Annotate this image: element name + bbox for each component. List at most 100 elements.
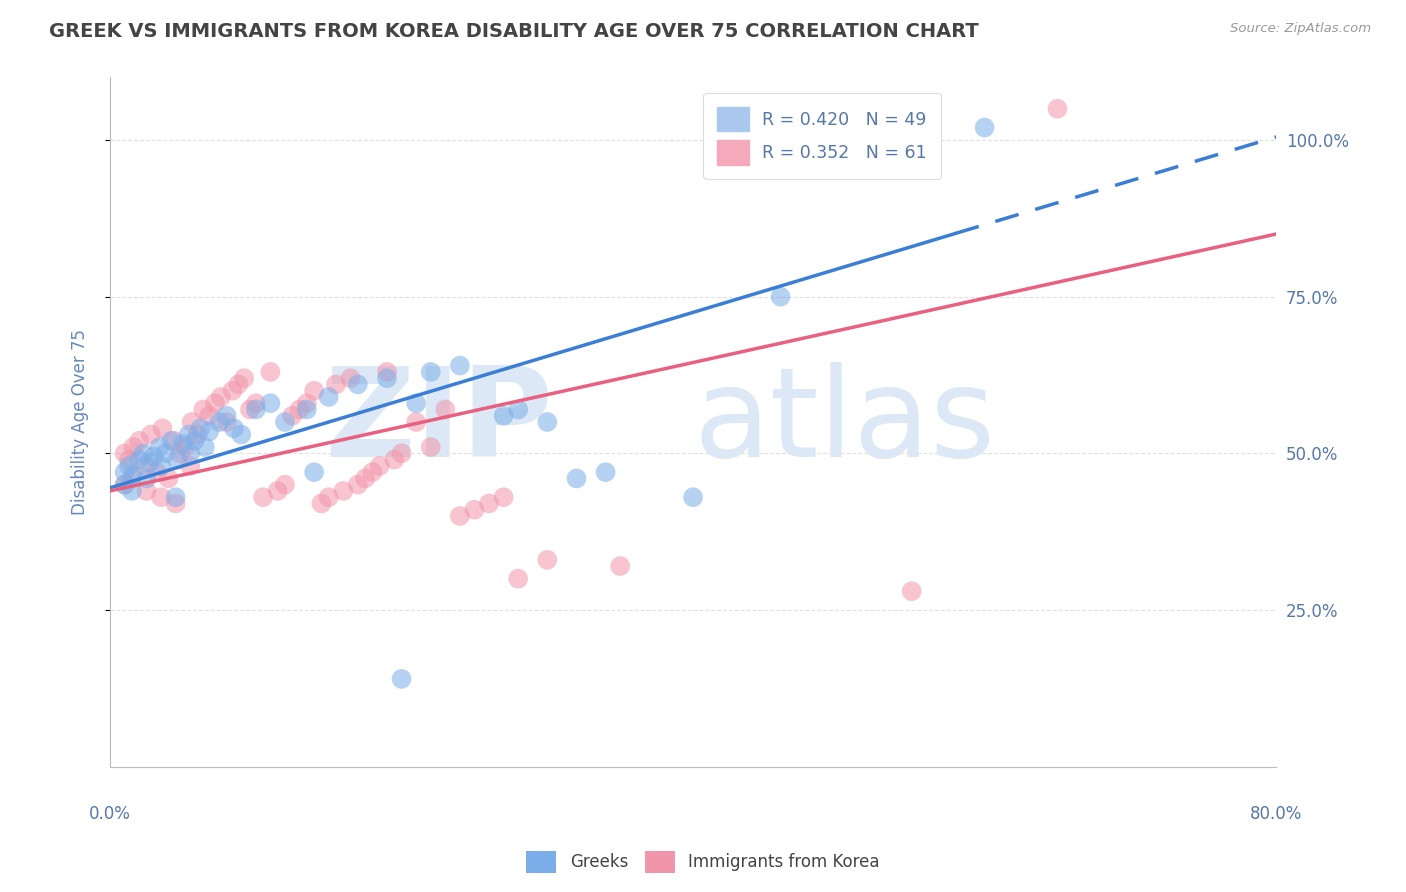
Point xyxy=(172,437,194,451)
Point xyxy=(295,396,318,410)
Point xyxy=(311,496,333,510)
Point xyxy=(150,490,173,504)
Point xyxy=(900,584,922,599)
Point xyxy=(595,465,617,479)
Point xyxy=(259,396,281,410)
Point xyxy=(179,458,201,473)
Point xyxy=(375,371,398,385)
Point xyxy=(368,458,391,473)
Point xyxy=(180,415,202,429)
Legend: R = 0.420   N = 49, R = 0.352   N = 61: R = 0.420 N = 49, R = 0.352 N = 61 xyxy=(703,93,941,178)
Point xyxy=(405,415,427,429)
Point xyxy=(318,490,340,504)
Point xyxy=(478,496,501,510)
Point xyxy=(347,377,370,392)
Legend: Greeks, Immigrants from Korea: Greeks, Immigrants from Korea xyxy=(520,845,886,880)
Point xyxy=(135,471,157,485)
Point xyxy=(135,483,157,498)
Point xyxy=(361,465,384,479)
Point xyxy=(198,425,221,439)
Point xyxy=(177,427,200,442)
Point xyxy=(259,365,281,379)
Point xyxy=(186,427,208,442)
Point xyxy=(121,483,143,498)
Point xyxy=(165,490,187,504)
Point xyxy=(150,458,173,473)
Point xyxy=(492,409,515,423)
Point xyxy=(332,483,354,498)
Point xyxy=(198,409,221,423)
Point xyxy=(508,572,530,586)
Point xyxy=(318,390,340,404)
Point xyxy=(138,456,160,470)
Text: 80.0%: 80.0% xyxy=(1250,805,1302,823)
Point xyxy=(145,465,167,479)
Point xyxy=(354,471,377,485)
Point xyxy=(245,396,267,410)
Point xyxy=(152,421,174,435)
Point xyxy=(228,377,250,392)
Point xyxy=(391,446,413,460)
Point xyxy=(128,434,150,448)
Point xyxy=(536,553,558,567)
Point xyxy=(231,427,253,442)
Point xyxy=(114,477,136,491)
Point xyxy=(239,402,262,417)
Point xyxy=(142,450,165,464)
Point xyxy=(157,471,180,485)
Point xyxy=(179,446,201,460)
Point xyxy=(166,452,188,467)
Text: atlas: atlas xyxy=(693,361,995,483)
Point xyxy=(405,396,427,410)
Point xyxy=(508,402,530,417)
Point xyxy=(121,471,143,485)
Point xyxy=(132,446,155,460)
Point xyxy=(325,377,347,392)
Point xyxy=(391,672,413,686)
Point xyxy=(163,434,186,448)
Point xyxy=(118,458,141,473)
Point xyxy=(118,452,141,467)
Point xyxy=(295,402,318,417)
Point xyxy=(190,421,212,435)
Point xyxy=(973,120,995,135)
Point xyxy=(194,440,217,454)
Point xyxy=(288,402,311,417)
Point xyxy=(221,384,243,398)
Point xyxy=(492,490,515,504)
Point xyxy=(769,290,792,304)
Point xyxy=(245,402,267,417)
Point xyxy=(114,446,136,460)
Point xyxy=(682,490,704,504)
Point xyxy=(302,465,325,479)
Point xyxy=(169,446,191,460)
Text: Source: ZipAtlas.com: Source: ZipAtlas.com xyxy=(1230,22,1371,36)
Point xyxy=(449,508,471,523)
Point xyxy=(375,365,398,379)
Point xyxy=(215,415,238,429)
Point xyxy=(134,458,156,473)
Point xyxy=(449,359,471,373)
Point xyxy=(281,409,304,423)
Point xyxy=(382,452,405,467)
Point xyxy=(208,415,231,429)
Point xyxy=(1046,102,1069,116)
Point xyxy=(233,371,256,385)
Point xyxy=(274,415,297,429)
Point xyxy=(536,415,558,429)
Y-axis label: Disability Age Over 75: Disability Age Over 75 xyxy=(72,329,89,515)
Point xyxy=(160,434,183,448)
Point xyxy=(204,396,226,410)
Point xyxy=(302,384,325,398)
Point xyxy=(122,468,145,483)
Point xyxy=(193,402,215,417)
Text: 0.0%: 0.0% xyxy=(89,805,131,823)
Point xyxy=(215,409,238,423)
Point xyxy=(149,440,172,454)
Point xyxy=(419,440,441,454)
Point xyxy=(347,477,370,491)
Point xyxy=(155,446,177,460)
Text: ZIP: ZIP xyxy=(325,361,553,483)
Point xyxy=(252,490,274,504)
Point xyxy=(183,434,205,448)
